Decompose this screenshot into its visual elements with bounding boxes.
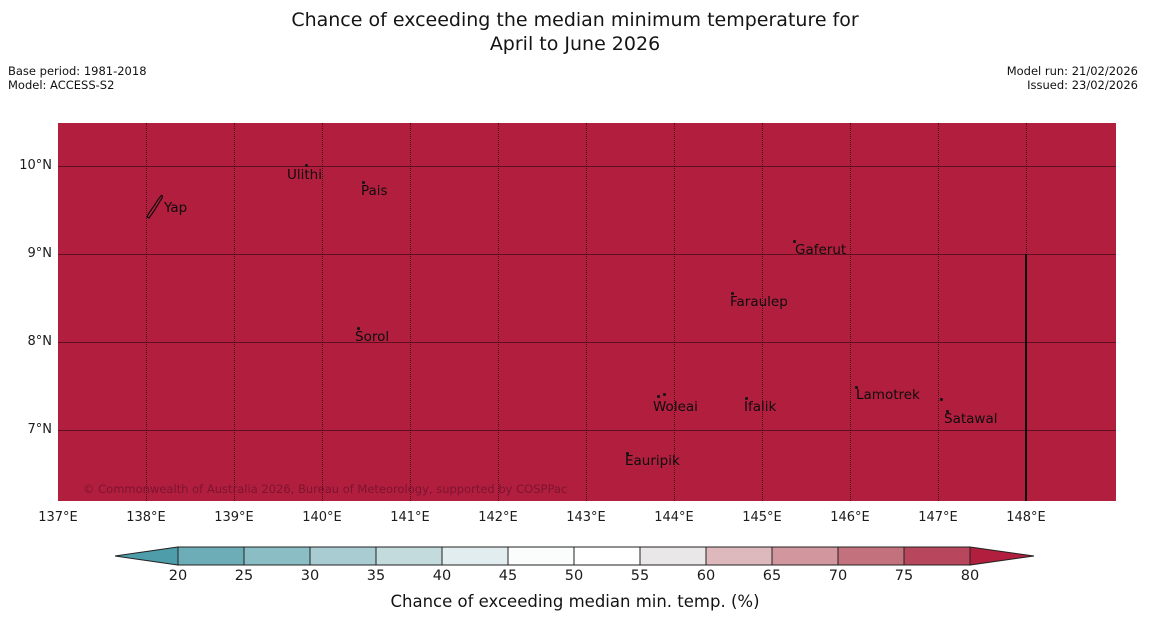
- island-marker-faraulep: [731, 292, 734, 295]
- yap-island-shape: [146, 194, 164, 219]
- model-name-text: Model: ACCESS-S2: [8, 78, 115, 92]
- island-marker-lamotrek: [855, 386, 858, 389]
- xtick-145e: 145°E: [742, 510, 782, 525]
- copyright-text: © Commonwealth of Australia 2026, Bureau…: [83, 482, 568, 496]
- ytick-7n: 7°N: [27, 422, 53, 437]
- colorbar-segment: [309, 546, 377, 566]
- island-label-yap: Yap: [164, 200, 188, 216]
- xtick-141e: 141°E: [390, 510, 430, 525]
- island-label-ulithi: Ulithi: [287, 167, 322, 183]
- chart-title-line2: April to June 2026: [489, 33, 661, 55]
- gridline-145e: [762, 123, 763, 501]
- cbar-tick-35: 35: [366, 568, 386, 584]
- colorbar-label: Chance of exceeding median min. temp. (%…: [390, 592, 760, 611]
- colorbar-segment: [375, 546, 443, 566]
- cbar-tick-50: 50: [564, 568, 584, 584]
- chart-title: Chance of exceeding the median minimum t…: [0, 8, 1150, 56]
- colorbar: [114, 546, 1035, 566]
- xtick-139e: 139°E: [214, 510, 254, 525]
- gridline-147e: [938, 123, 939, 501]
- xtick-140e: 140°E: [302, 510, 342, 525]
- colorbar-segment: [903, 546, 971, 566]
- gridline-142e: [498, 123, 499, 501]
- gridline-8n: [58, 342, 1116, 343]
- colorbar-left-arrow: [114, 546, 179, 566]
- colorbar-segment: [573, 546, 641, 566]
- cbar-tick-55: 55: [630, 568, 650, 584]
- ytick-8n: 8°N: [27, 334, 53, 349]
- xtick-146e: 146°E: [830, 510, 870, 525]
- cbar-tick-65: 65: [762, 568, 782, 584]
- forecast-map: Ulithi Pais Yap Gaferut Faraulep Sorol W…: [58, 123, 1116, 501]
- gridline-138e: [146, 123, 147, 501]
- gridline-146e: [850, 123, 851, 501]
- colorbar-segment: [705, 546, 773, 566]
- xtick-148e: 148°E: [1006, 510, 1046, 525]
- model-info: Base period: 1981-2018 Model: ACCESS-S2: [8, 64, 147, 92]
- model-run-text: Model run: 21/02/2026: [1006, 64, 1138, 78]
- island-label-gaferut: Gaferut: [795, 242, 847, 258]
- colorbar-segment: [243, 546, 311, 566]
- colorbar-segment: [639, 546, 707, 566]
- cbar-tick-60: 60: [696, 568, 716, 584]
- chart-title-line1: Chance of exceeding the median minimum t…: [291, 9, 859, 31]
- gridline-144e: [674, 123, 675, 501]
- island-label-pais: Pais: [361, 183, 388, 199]
- colorbar-segment: [441, 546, 509, 566]
- ytick-10n: 10°N: [19, 158, 52, 173]
- colorbar-right-arrow: [969, 546, 1035, 566]
- island-marker-eauripik: [626, 452, 629, 455]
- colorbar-segment: [177, 546, 245, 566]
- gridline-9n: [58, 254, 1116, 255]
- island-marker-woleai-2: [663, 393, 666, 396]
- gridline-140e: [322, 123, 323, 501]
- colorbar-segment: [771, 546, 839, 566]
- island-marker-pais: [362, 181, 365, 184]
- gridline-10n: [58, 166, 1116, 167]
- xtick-138e: 138°E: [126, 510, 166, 525]
- island-marker-gaferut: [793, 240, 796, 243]
- island-marker-ulithi: [305, 164, 308, 167]
- run-info: Model run: 21/02/2026 Issued: 23/02/2026: [1007, 64, 1138, 92]
- island-marker-sorol: [357, 327, 360, 330]
- xtick-147e: 147°E: [918, 510, 958, 525]
- island-label-satawal: Satawal: [944, 411, 998, 427]
- region-boundary-line: [1025, 254, 1027, 501]
- island-label-lamotrek: Lamotrek: [856, 387, 920, 403]
- issued-text: Issued: 23/02/2026: [1027, 78, 1138, 92]
- colorbar-segment: [507, 546, 575, 566]
- xtick-144e: 144°E: [654, 510, 694, 525]
- xtick-142e: 142°E: [478, 510, 518, 525]
- island-label-faraulep: Faraulep: [730, 294, 788, 310]
- cbar-tick-75: 75: [894, 568, 914, 584]
- cbar-tick-70: 70: [828, 568, 848, 584]
- xtick-143e: 143°E: [566, 510, 606, 525]
- xtick-137e: 137°E: [38, 510, 78, 525]
- cbar-tick-30: 30: [300, 568, 320, 584]
- islet-marker: [940, 398, 943, 401]
- ytick-9n: 9°N: [27, 246, 53, 261]
- island-marker-woleai: [657, 395, 660, 398]
- colorbar-segment: [837, 546, 905, 566]
- base-period-text: Base period: 1981-2018: [8, 64, 147, 78]
- cbar-tick-45: 45: [498, 568, 518, 584]
- island-label-sorol: Sorol: [355, 329, 390, 345]
- island-label-ifalik: Ifalik: [744, 399, 777, 415]
- gridline-139e: [234, 123, 235, 501]
- cbar-tick-40: 40: [432, 568, 452, 584]
- gridline-141e: [410, 123, 411, 501]
- cbar-tick-80: 80: [960, 568, 980, 584]
- island-marker-satawal: [946, 410, 949, 413]
- island-label-woleai: Woleai: [653, 399, 698, 415]
- island-label-eauripik: Eauripik: [625, 453, 680, 469]
- island-marker-ifalik: [745, 397, 748, 400]
- cbar-tick-20: 20: [168, 568, 188, 584]
- cbar-tick-25: 25: [234, 568, 254, 584]
- gridline-7n: [58, 430, 1116, 431]
- gridline-143e: [586, 123, 587, 501]
